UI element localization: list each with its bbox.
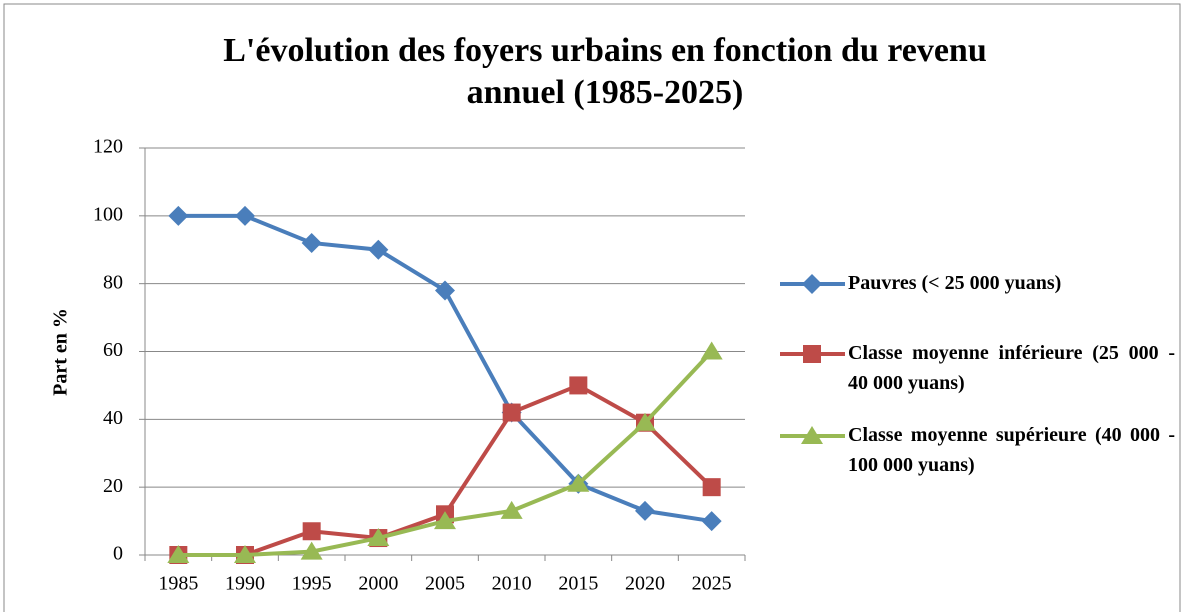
data-point: [368, 239, 389, 260]
y-tick-label: 0: [113, 543, 123, 565]
data-point: [234, 545, 256, 563]
chart-title: L'évolution des foyers urbains en foncti…: [223, 32, 987, 111]
x-tick-label: 1995: [292, 573, 332, 595]
y-tick-label: 40: [103, 407, 123, 429]
x-tick-label: 2005: [425, 573, 465, 595]
data-point: [634, 412, 656, 431]
legend-label: Classe moyenne supérieure (40 000 - 100 …: [848, 424, 1175, 476]
series-line: [178, 383, 714, 557]
data-point: [435, 280, 455, 301]
x-tick-label: 1985: [158, 573, 198, 595]
data-point: [302, 522, 321, 541]
y-axis-label: Part en %: [50, 308, 72, 396]
legend-marker: [801, 426, 823, 444]
data-point: [701, 511, 722, 532]
data-point: [702, 478, 721, 497]
data-point: [301, 232, 322, 253]
y-tick-label: 60: [103, 339, 123, 361]
data-point: [300, 541, 323, 560]
x-tick-label: 2010: [492, 573, 532, 595]
data-point: [567, 473, 590, 492]
data-point: [635, 500, 655, 521]
x-tick-label: 2015: [558, 573, 598, 595]
y-tick-label: 100: [93, 203, 123, 225]
legend-marker: [802, 274, 822, 294]
x-tick-label: 1990: [225, 573, 265, 595]
x-tick-label: 2000: [358, 573, 398, 595]
data-point: [500, 500, 523, 519]
data-point: [367, 528, 390, 547]
legend-marker: [803, 345, 821, 363]
x-tick-label: 2025: [692, 573, 732, 595]
legend-label: Classe moyenne inférieure (25 000 - 40 0…: [848, 342, 1175, 394]
series-line: [178, 213, 712, 524]
y-tick-label: 20: [103, 475, 123, 497]
y-tick-label: 120: [93, 136, 123, 158]
x-tick-label: 2020: [625, 573, 665, 595]
data-point: [167, 545, 190, 563]
data-point: [569, 376, 588, 395]
legend-label: Pauvres (< 25 000 yuans): [848, 272, 1062, 294]
data-point: [434, 511, 456, 530]
data-point: [502, 403, 521, 422]
data-point: [168, 205, 189, 226]
data-point: [235, 205, 255, 226]
y-tick-label: 80: [103, 271, 123, 293]
data-point: [700, 341, 723, 360]
chart-border: [3, 3, 1181, 612]
